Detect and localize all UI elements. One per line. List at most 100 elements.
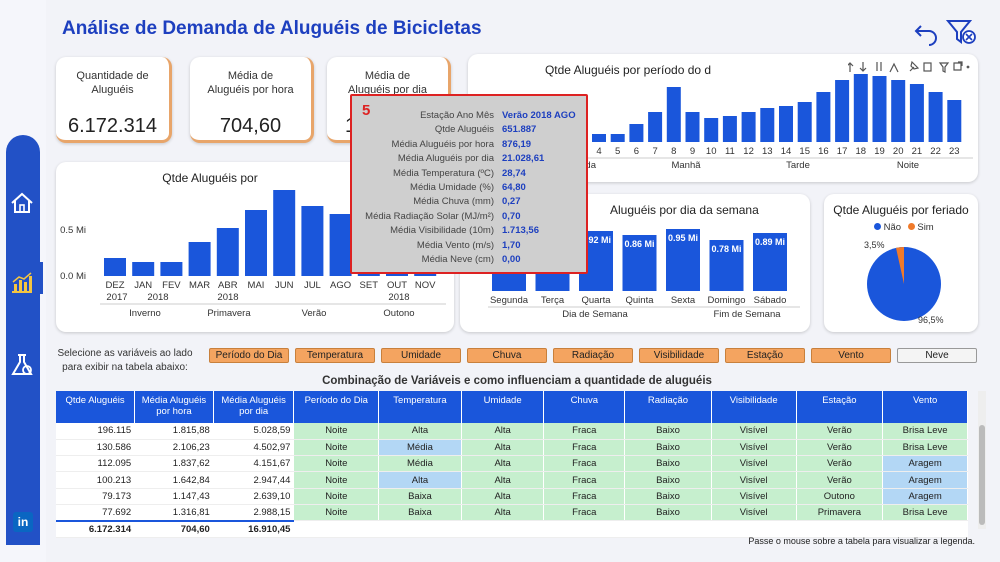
month-bar[interactable] [414, 272, 437, 276]
hour-bar[interactable] [909, 84, 924, 142]
hour-tick-label: 14 [781, 146, 792, 157]
weekday-chart-title: Aluguéis por dia da semana [610, 203, 759, 217]
copy-icon[interactable] [923, 62, 932, 72]
weekday-bar[interactable] [753, 233, 787, 291]
combination-table[interactable]: Qtde Aluguéis Média Aluguéis por hora Médi… [56, 391, 968, 538]
table-cell: Baixo [624, 439, 712, 457]
lab-flask-icon[interactable] [9, 352, 35, 378]
month-bar[interactable] [216, 228, 239, 276]
table-cell: 2.988,15 [213, 504, 295, 522]
variable-toggle-temperatura[interactable]: Temperatura [295, 348, 375, 363]
tooltip-key: Média Visibilidade (10m) [390, 225, 494, 237]
table-row[interactable]: 196.115 1.815,88 5.028,59 Noite Alta Alta Frac… [56, 423, 968, 440]
pin-icon[interactable] [909, 60, 920, 72]
more-options-icon[interactable] [966, 65, 970, 69]
variable-toggle-neve[interactable]: Neve [897, 348, 977, 363]
table-total-cell: 704,60 [134, 519, 214, 538]
column-header[interactable]: Média Aluguéis por dia [213, 391, 295, 423]
column-header[interactable]: Estação [796, 391, 884, 423]
hour-bar[interactable] [592, 134, 606, 142]
column-header[interactable]: Umidade [461, 391, 545, 423]
hour-bar[interactable] [648, 112, 663, 142]
table-row[interactable]: 100.213 1.642,84 2.947,44 Noite Alta Alta Frac… [56, 471, 968, 489]
column-header[interactable]: Período do Dia [293, 391, 380, 423]
hour-bar[interactable] [835, 80, 850, 142]
weekday-bar[interactable] [492, 273, 526, 291]
hour-tick-label: 22 [930, 146, 941, 157]
hour-bar[interactable] [816, 92, 831, 142]
variable-toggle-radiação[interactable]: Radiação [553, 348, 633, 363]
hour-bar[interactable] [610, 134, 625, 142]
variable-toggle-estação[interactable]: Estação [725, 348, 805, 363]
month-bar[interactable] [386, 272, 408, 276]
weekday-bar[interactable] [535, 273, 570, 291]
expand-icon[interactable] [876, 62, 882, 71]
column-header[interactable]: Radiação [624, 391, 712, 423]
hour-bar[interactable] [629, 124, 644, 142]
month-bar[interactable] [273, 190, 296, 276]
weekday-bar[interactable] [709, 240, 744, 291]
table-row[interactable]: 130.586 2.106,23 4.502,97 Noite Média Alta Fra… [56, 439, 968, 457]
hour-bar[interactable] [947, 100, 962, 142]
hour-bar[interactable] [928, 92, 943, 142]
table-cell: 4.151,67 [213, 455, 295, 473]
hour-bar[interactable] [779, 106, 793, 142]
column-header[interactable]: Vento [882, 391, 968, 423]
table-scrollbar-thumb[interactable] [979, 425, 985, 525]
sort-down-icon[interactable] [859, 62, 867, 72]
variable-toggle-período-do-dia[interactable]: Período do Dia [209, 348, 289, 363]
month-bar[interactable] [160, 262, 183, 276]
month-bar[interactable] [132, 262, 155, 276]
variable-toggle-umidade[interactable]: Umidade [381, 348, 461, 363]
month-bar[interactable] [329, 214, 352, 276]
month-bar[interactable] [188, 242, 211, 276]
weekday-bar[interactable] [666, 229, 700, 291]
variable-toggle-vento[interactable]: Vento [811, 348, 891, 363]
variable-toggle-chuva[interactable]: Chuva [467, 348, 547, 363]
table-scrollbar[interactable] [978, 391, 986, 529]
pie-label-no: 96,5% [918, 315, 944, 325]
weekday-tick-label: Sexta [671, 295, 696, 306]
variable-toggle-visibilidade[interactable]: Visibilidade [639, 348, 719, 363]
hour-bar[interactable] [685, 112, 700, 142]
sort-up-icon[interactable] [848, 62, 854, 72]
month-bar[interactable] [301, 206, 324, 276]
column-header[interactable]: Qtde Aluguéis [56, 391, 136, 423]
hour-bar[interactable] [891, 80, 906, 142]
hour-tick-label: 23 [949, 146, 960, 157]
pie-label-yes: 3,5% [864, 240, 885, 250]
chart-tooltip: 5 Estação Ano Mês Verão 2018 AGO Qtde Alug… [350, 94, 588, 274]
column-header[interactable]: Chuva [543, 391, 626, 423]
month-bar[interactable] [245, 210, 267, 276]
drill-icon[interactable] [889, 62, 899, 73]
table-row[interactable]: 79.173 1.147,43 2.639,10 Noite Baixa Alta Frac… [56, 488, 968, 505]
focus-mode-icon[interactable] [953, 61, 963, 71]
hour-bar[interactable] [872, 76, 887, 142]
clear-filter-icon[interactable] [946, 18, 978, 46]
hour-tick-label: 18 [856, 146, 867, 157]
hour-bar[interactable] [760, 108, 775, 142]
month-bar[interactable] [104, 258, 126, 276]
hour-bar[interactable] [666, 87, 681, 142]
hour-bar[interactable] [722, 116, 737, 142]
column-header[interactable]: Média Aluguéis por hora [134, 391, 214, 423]
back-arrow-icon[interactable] [913, 20, 939, 46]
hour-bar[interactable] [741, 112, 756, 142]
linkedin-icon[interactable]: in [13, 512, 33, 532]
weekday-bar[interactable] [622, 235, 657, 291]
bar-chart-icon[interactable] [9, 270, 35, 296]
table-cell: Verão [796, 439, 884, 457]
hour-bar[interactable] [797, 102, 812, 142]
hour-bar[interactable] [853, 74, 868, 142]
table-row[interactable]: 77.692 1.316,81 2.988,15 Noite Baixa Alta Frac… [56, 504, 968, 522]
home-icon[interactable] [9, 190, 35, 216]
table-row[interactable]: 112.095 1.837,62 4.151,67 Noite Média Alta Fra… [56, 455, 968, 473]
filter-icon[interactable] [938, 62, 950, 73]
hour-bar[interactable] [704, 118, 719, 142]
weekday-group-label: Fim de Semana [713, 309, 781, 320]
column-header[interactable]: Temperatura [378, 391, 462, 423]
table-cell: Brisa Leve [882, 423, 968, 440]
table-cell: Outono [796, 488, 884, 505]
column-header[interactable]: Visibilidade [711, 391, 797, 423]
month-tick-label: ABR [218, 280, 238, 291]
